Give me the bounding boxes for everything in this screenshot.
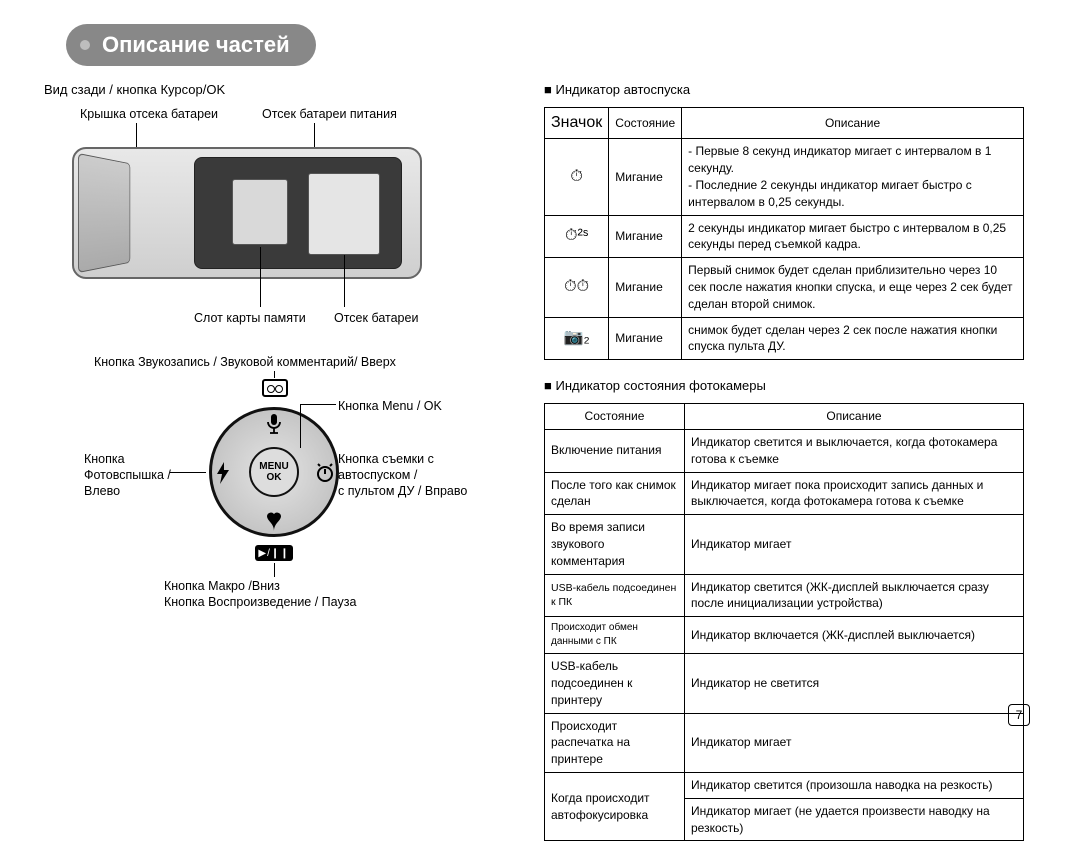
t1-h0: Значок — [545, 108, 609, 139]
label-left-3: Влево — [84, 484, 120, 498]
label-right-1: Кнопка съемки с — [338, 452, 434, 466]
t1-r2-icon: ⏱⏱ — [545, 258, 609, 317]
label-left-1: Кнопка — [84, 452, 125, 466]
t2-r6-desc: Индикатор мигает — [685, 713, 1024, 772]
timer-icon — [314, 462, 336, 484]
t1-h2: Описание — [682, 108, 1024, 139]
t1-r1-state: Мигание — [609, 215, 682, 258]
label-down-1: Кнопка Макро /Вниз — [164, 579, 280, 593]
compartment-door — [78, 153, 130, 273]
flash-icon — [212, 462, 234, 484]
t2-r4-desc: Индикатор включается (ЖК-дисплей выключа… — [685, 617, 1024, 654]
t1-r0-desc: - Первые 8 секунд индикатор мигает с инт… — [682, 139, 1024, 215]
t2-h1: Описание — [685, 404, 1024, 430]
left-column: Вид сзади / кнопка Курсор/OK Крышка отсе… — [44, 80, 504, 841]
label-right-2: автоспуском / — [338, 468, 417, 482]
label-card-slot: Слот карты памяти — [194, 311, 306, 325]
label-menu-ok: Кнопка Menu / OK — [338, 399, 442, 413]
t2-r8-desc: Индикатор мигает (не удается произвести … — [685, 798, 1024, 841]
t2-r5-state: USB-кабель подсоединен к принтеру — [545, 654, 685, 713]
t2-r0-state: Включение питания — [545, 429, 685, 472]
t2-r3-desc: Индикатор светится (ЖК-дисплей выключает… — [685, 574, 1024, 617]
right-column: Индикатор автоспуска Значок Состояние Оп… — [544, 80, 1024, 841]
t2-r7-state: Когда происходит автофокусировка — [545, 772, 685, 840]
t2-r1-desc: Индикатор мигает пока происходит запись … — [685, 472, 1024, 515]
macro-icon — [263, 511, 285, 533]
t1-r0-state: Мигание — [609, 139, 682, 215]
t1-r1-icon: ⏱²ˢ — [545, 215, 609, 258]
play-pause-icon: ▶/❙❙ — [255, 545, 293, 561]
self-timer-indicator-title: Индикатор автоспуска — [544, 82, 1024, 97]
camera-back-diagram: Крышка отсека батареи Отсек батареи пита… — [44, 107, 504, 337]
t2-r4-state: Происходит обмен данными с ПК — [545, 617, 685, 654]
rear-view-label: Вид сзади / кнопка Курсор/OK — [44, 82, 504, 97]
t1-r2-desc: Первый снимок будет сделан приблизительн… — [682, 258, 1024, 317]
page-number: 7 — [1008, 704, 1030, 726]
label-battery: Отсек батареи — [334, 311, 418, 325]
t2-r0-desc: Индикатор светится и выключается, когда … — [685, 429, 1024, 472]
t2-r6-state: Происходит распечатка на принтере — [545, 713, 685, 772]
camera-status-indicator-title: Индикатор состояния фотокамеры — [544, 378, 1024, 393]
t1-r3-state: Мигание — [609, 317, 682, 360]
t1-r2-state: Мигание — [609, 258, 682, 317]
mic-icon — [263, 413, 285, 435]
control-dial-diagram: Кнопка Звукозапись / Звуковой комментари… — [44, 355, 504, 623]
t1-r0-icon: ⏱ — [545, 139, 609, 215]
label-up: Кнопка Звукозапись / Звуковой комментари… — [94, 355, 396, 369]
label-left-2: Фотовспышка / — [84, 468, 171, 482]
t1-r1-desc: 2 секунды индикатор мигает быстро с инте… — [682, 215, 1024, 258]
t2-r3-state: USB-кабель подсоединен к ПК — [545, 574, 685, 617]
t1-r3-desc: снимок будет сделан через 2 сек после на… — [682, 317, 1024, 360]
self-timer-table: Значок Состояние Описание ⏱ Мигание - Пе… — [544, 107, 1024, 360]
label-battery-cover: Крышка отсека батареи — [80, 107, 218, 121]
camera-status-table: Состояние Описание Включение питания Инд… — [544, 403, 1024, 841]
t2-r2-desc: Индикатор мигает — [685, 515, 1024, 574]
t2-r1-state: После того как снимок сделан — [545, 472, 685, 515]
memory-card-slot — [232, 179, 288, 245]
record-icon — [262, 379, 288, 397]
battery-slot — [308, 173, 380, 255]
t2-r7-desc: Индикатор светится (произошла наводка на… — [685, 772, 1024, 798]
t2-r5-desc: Индикатор не светится — [685, 654, 1024, 713]
page-title: Описание частей — [66, 24, 316, 66]
t1-r3-icon: 📷₂ — [545, 317, 609, 360]
label-right-3: с пультом ДУ / Вправо — [338, 484, 467, 498]
t2-r2-state: Во время записи звукового комментария — [545, 515, 685, 574]
menu-ok-button: MENU OK — [249, 447, 299, 497]
label-down-2: Кнопка Воспроизведение / Пауза — [164, 595, 356, 609]
label-battery-compartment: Отсек батареи питания — [262, 107, 397, 121]
t1-h1: Состояние — [609, 108, 682, 139]
t2-h0: Состояние — [545, 404, 685, 430]
page-title-bar: Описание частей — [66, 24, 1036, 66]
